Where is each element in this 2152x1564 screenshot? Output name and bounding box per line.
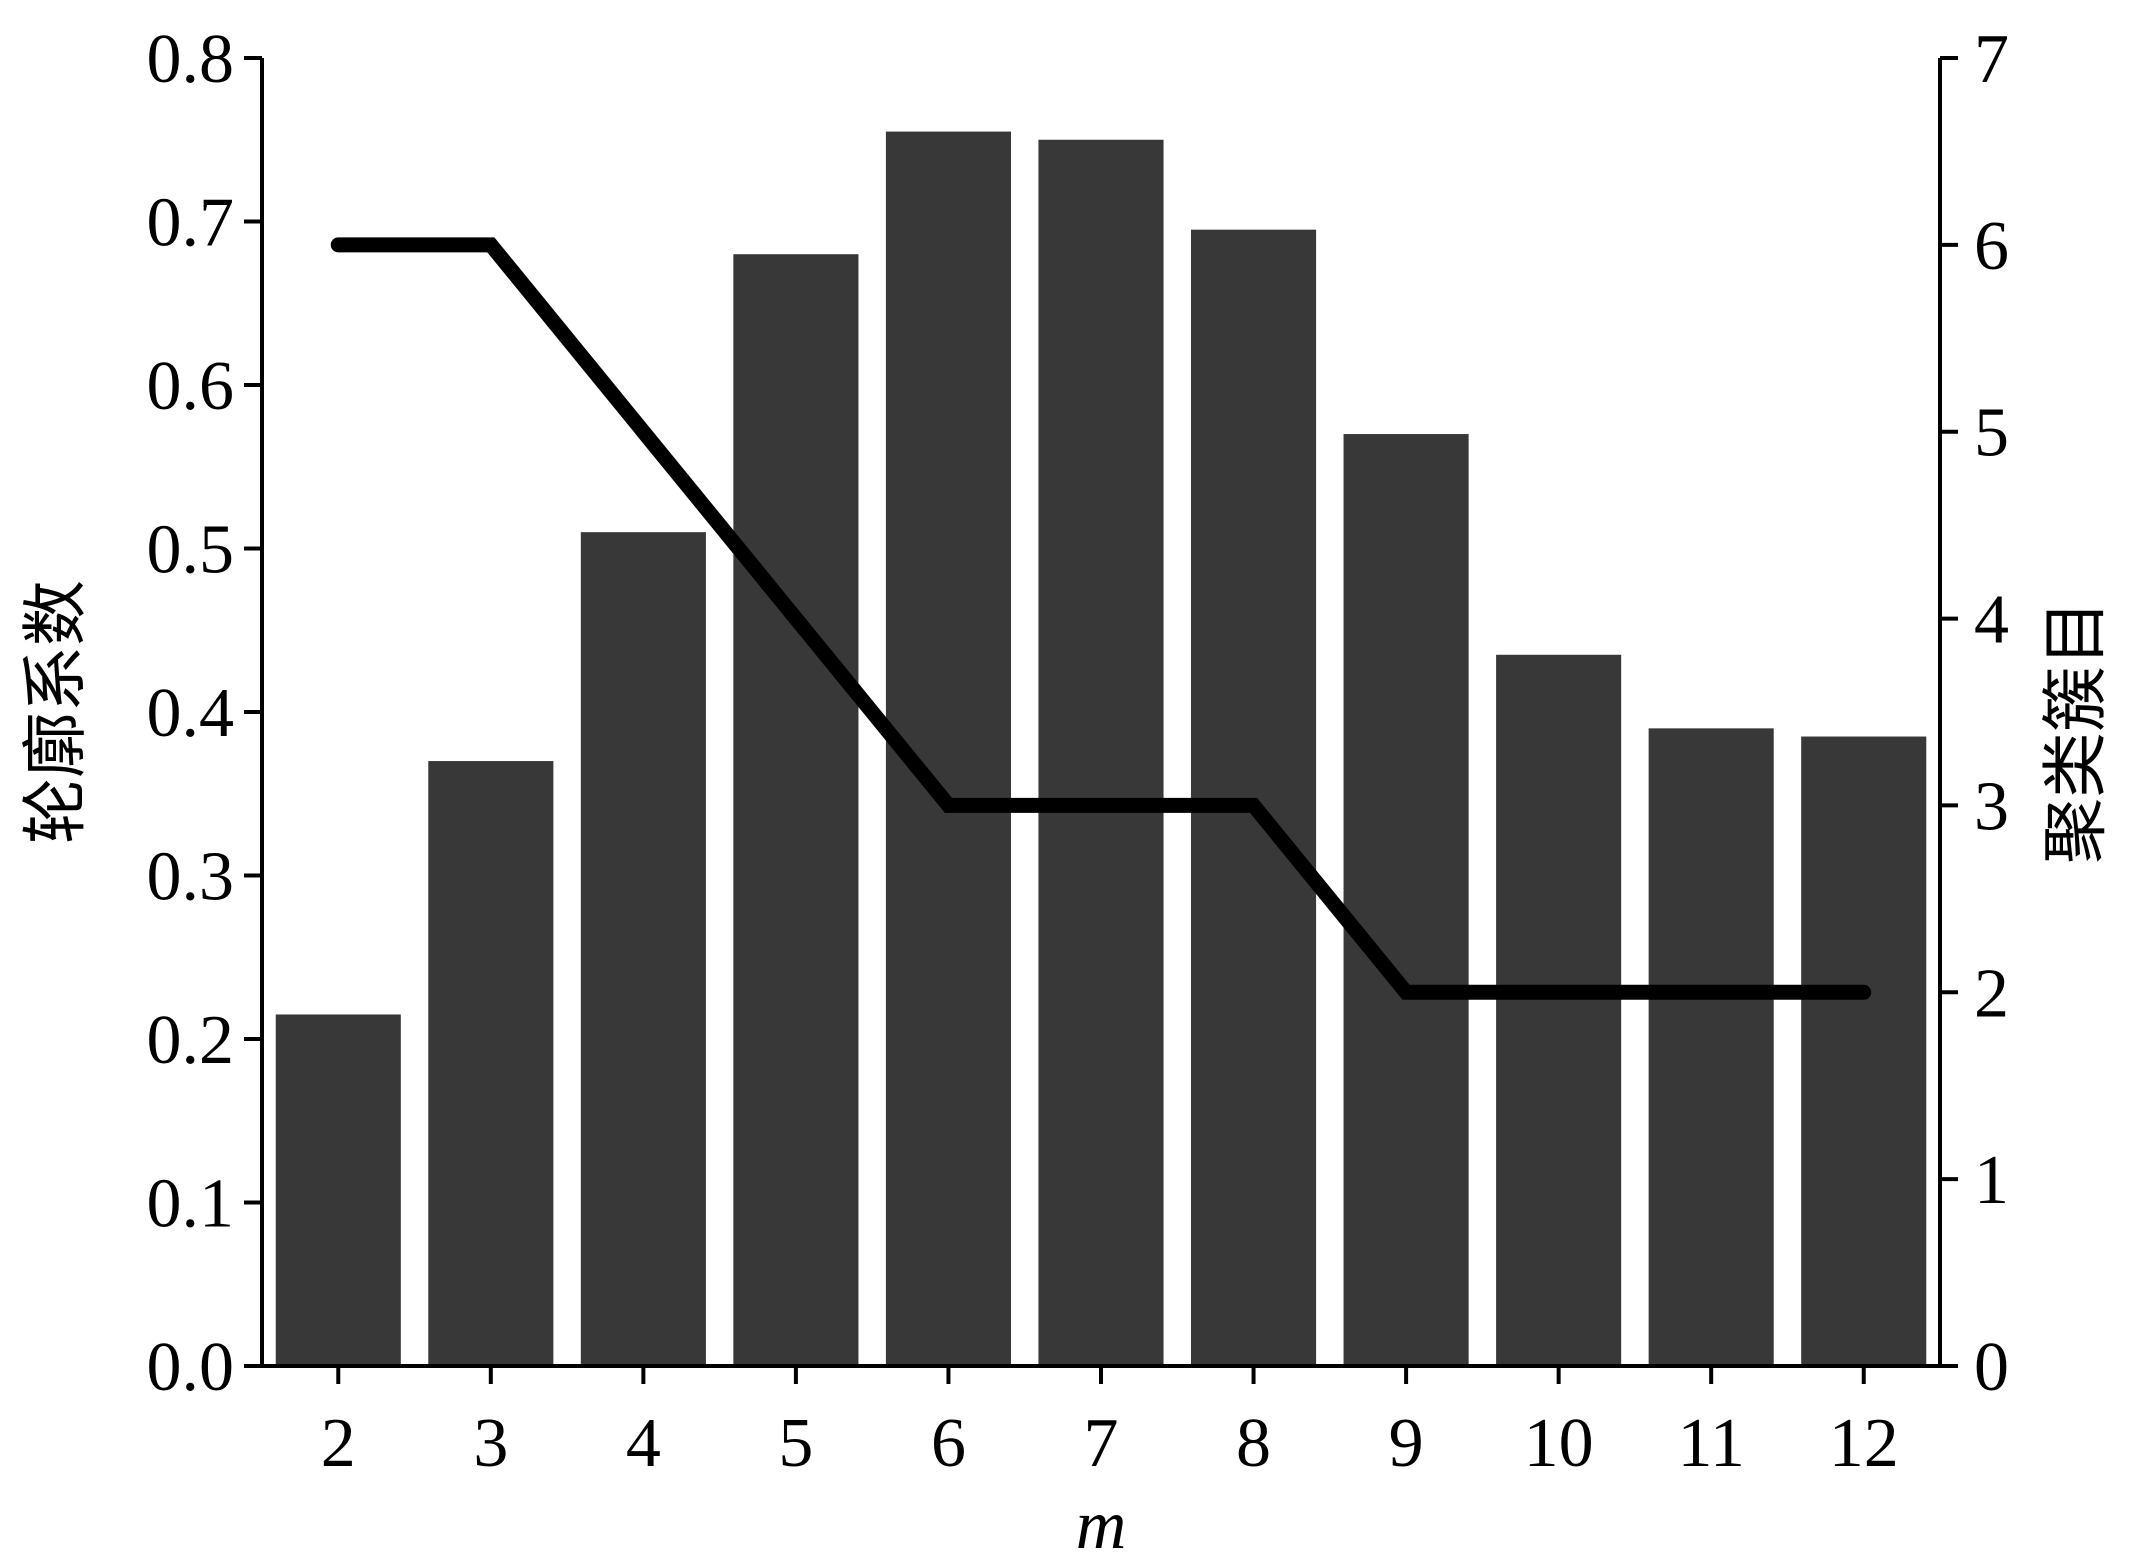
x-tick-label: 4: [626, 1405, 661, 1482]
x-tick-label: 8: [1236, 1405, 1271, 1482]
x-tick-label: 9: [1389, 1405, 1424, 1482]
y2-tick-label: 5: [1974, 395, 2009, 472]
y-tick-label: 0.1: [147, 1166, 235, 1243]
x-tick-label: 11: [1677, 1405, 1744, 1482]
x-tick-label: 2: [321, 1405, 356, 1482]
y-tick-label: 0.8: [147, 21, 235, 98]
bar-m-12: [1801, 736, 1927, 1366]
y-tick-label: 0.6: [147, 348, 235, 425]
bar-m-5: [733, 254, 859, 1367]
y-tick-label: 0.3: [147, 839, 235, 916]
y2-axis-title: 聚类簇目: [2037, 600, 2114, 864]
bar-m-4: [580, 532, 706, 1366]
bars-group: [275, 131, 1927, 1367]
y-tick-label: 0.5: [147, 512, 235, 589]
x-tick-label: 7: [1084, 1405, 1119, 1482]
bar-m-11: [1648, 728, 1774, 1366]
y2-tick-label: 2: [1974, 955, 2009, 1032]
y2-tick-label: 7: [1974, 21, 2009, 98]
x-axis-title: m: [1076, 1487, 1127, 1564]
y-tick-label: 0.4: [147, 675, 235, 752]
x-tick-label: 12: [1829, 1405, 1899, 1482]
y-tick-label: 0.2: [147, 1002, 235, 1079]
y2-tick-label: 6: [1974, 208, 2009, 285]
bar-m-8: [1191, 229, 1317, 1366]
bar-m-7: [1038, 139, 1164, 1366]
y-tick-label: 0.7: [147, 185, 235, 262]
x-tick-label: 10: [1524, 1405, 1594, 1482]
y2-tick-label: 1: [1974, 1142, 2009, 1219]
y2-tick-label: 4: [1974, 582, 2009, 659]
y-tick-label: 0.0: [147, 1329, 235, 1406]
y-axis-title: 轮廓系数: [17, 580, 94, 844]
y2-tick-label: 3: [1974, 768, 2009, 845]
bar-m-2: [275, 1014, 401, 1366]
bar-m-10: [1496, 654, 1622, 1366]
cluster-count-line: [330, 237, 1872, 1000]
x-tick-label: 5: [778, 1405, 813, 1482]
y2-tick-label: 0: [1974, 1329, 2009, 1406]
bar-m-3: [428, 761, 554, 1366]
x-tick-label: 6: [931, 1405, 966, 1482]
x-tick-label: 3: [473, 1405, 508, 1482]
line-group: [330, 237, 1872, 1000]
bar-m-9: [1343, 434, 1469, 1366]
